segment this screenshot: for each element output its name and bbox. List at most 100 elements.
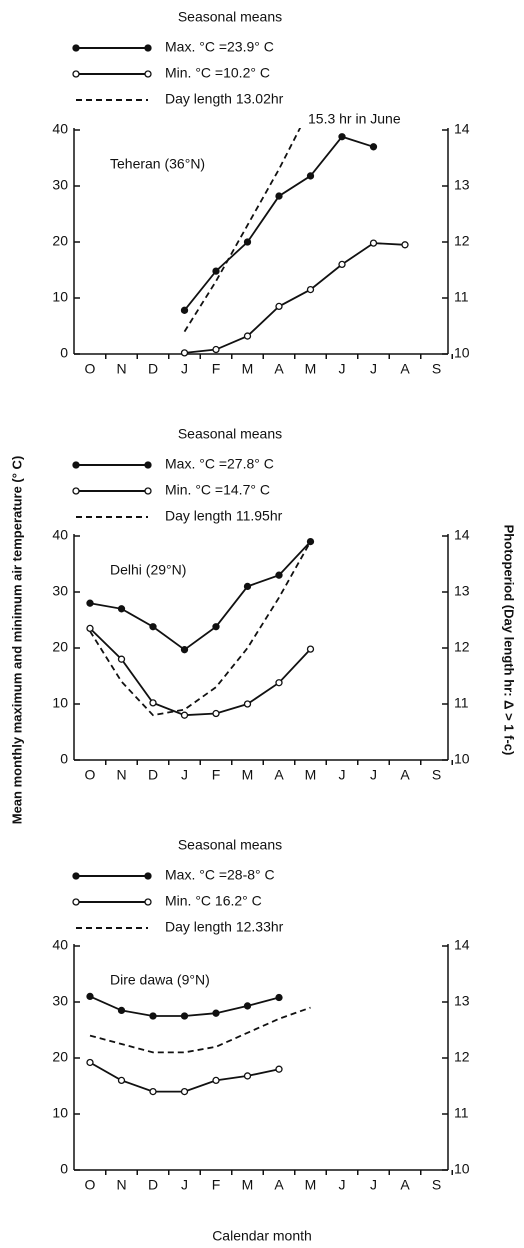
data-point [212, 1076, 220, 1085]
y2-tick-label: 12 [454, 1049, 470, 1065]
data-point [243, 1002, 252, 1010]
data-point [306, 172, 315, 180]
x-tick-label: A [274, 767, 284, 783]
data-point [180, 711, 189, 719]
legend-marker [144, 461, 152, 469]
panel-title: Delhi (29°N) [110, 562, 186, 578]
x-axis-label: Calendar month [212, 1228, 312, 1244]
legend-marker [144, 44, 152, 52]
y-axis-label: Mean monthly maximum and minimum air tem… [9, 456, 24, 825]
x-tick-label: A [274, 361, 284, 377]
legend-marker [144, 70, 152, 78]
data-point [212, 1009, 220, 1017]
data-point [243, 700, 252, 708]
y2-tick-label: 10 [454, 345, 470, 361]
x-tick-label: J [181, 767, 188, 783]
x-tick-label: S [432, 361, 441, 377]
data-point [180, 646, 189, 654]
data-point [149, 623, 157, 631]
data-point [275, 679, 283, 687]
data-point [243, 238, 252, 246]
x-tick-label: J [370, 361, 377, 377]
legend-marker [72, 898, 80, 906]
series-line [89, 1006, 311, 1054]
data-point [369, 143, 378, 151]
x-tick-label: S [432, 1177, 441, 1193]
y2-tick-label: 11 [454, 289, 469, 305]
x-tick-label: J [370, 1177, 377, 1193]
legend-marker [72, 872, 80, 880]
x-tick-label: M [242, 767, 254, 783]
x-tick-label: N [116, 361, 126, 377]
x-tick-label: A [400, 1177, 410, 1193]
x-tick-label: M [305, 1177, 317, 1193]
data-point [212, 623, 220, 631]
x-tick-label: D [148, 767, 158, 783]
legend-marker [144, 487, 152, 495]
x-tick-label: D [148, 1177, 158, 1193]
x-tick-label: M [242, 361, 254, 377]
x-tick-label: F [212, 1177, 221, 1193]
legend-label: Max. °C =23.9° C [165, 39, 274, 55]
x-tick-label: J [370, 767, 377, 783]
data-point [117, 605, 126, 613]
x-tick-label: N [116, 1177, 126, 1193]
x-tick-label: A [400, 361, 410, 377]
data-point [149, 699, 157, 707]
x-tick-label: A [400, 767, 410, 783]
panel-title: Dire dawa (9°N) [110, 972, 210, 988]
data-point [212, 709, 220, 718]
x-tick-label: A [274, 1177, 284, 1193]
data-point [180, 306, 189, 314]
y-tick-label: 0 [60, 1161, 68, 1177]
y2-tick-label: 14 [454, 121, 470, 137]
legend-label: Min. °C =10.2° C [165, 65, 270, 81]
legend-label: Min. °C =14.7° C [165, 482, 270, 498]
data-point [243, 582, 252, 591]
data-point [86, 599, 94, 607]
y-tick-label: 40 [52, 937, 68, 953]
y-tick-label: 10 [52, 1105, 68, 1121]
data-point [369, 239, 378, 247]
y2-tick-label: 14 [454, 937, 470, 953]
data-point [180, 1012, 189, 1020]
data-point [306, 285, 315, 294]
y2-axis-label: Photoperiod (Day length hr: Δ > 1 f-c) [502, 525, 517, 756]
y2-tick-label: 10 [454, 1161, 470, 1177]
legend-label: Day length 11.95hr [165, 508, 283, 524]
x-tick-label: O [85, 361, 96, 377]
y-tick-label: 0 [60, 751, 68, 767]
series-line [184, 242, 406, 354]
y-tick-label: 30 [52, 177, 68, 193]
data-point [275, 993, 283, 1002]
y2-tick-label: 14 [454, 527, 470, 543]
x-tick-label: J [339, 361, 346, 377]
y2-tick-label: 13 [454, 993, 470, 1009]
y2-tick-label: 11 [454, 695, 469, 711]
data-point [86, 624, 94, 633]
y-tick-label: 20 [52, 1049, 68, 1065]
y2-tick-label: 12 [454, 233, 470, 249]
y2-tick-label: 13 [454, 177, 470, 193]
x-tick-label: J [339, 767, 346, 783]
y-tick-label: 10 [52, 289, 68, 305]
x-tick-label: N [116, 767, 126, 783]
data-point [212, 345, 220, 354]
legend-label: Day length 12.33hr [165, 919, 284, 935]
x-tick-label: F [212, 767, 221, 783]
legend-title: Seasonal means [178, 837, 282, 853]
data-point [275, 571, 283, 579]
y-tick-label: 30 [52, 583, 68, 599]
data-point [243, 1072, 252, 1080]
data-point [117, 1006, 126, 1015]
data-point [180, 1087, 189, 1096]
legend-marker [144, 872, 152, 880]
legend-marker [72, 461, 80, 469]
series-line [89, 541, 312, 717]
y-tick-label: 40 [52, 527, 68, 543]
legend-title: Seasonal means [178, 426, 282, 442]
x-tick-label: M [305, 361, 317, 377]
legend-label: Max. °C =27.8° C [165, 456, 274, 472]
data-point [243, 332, 252, 340]
